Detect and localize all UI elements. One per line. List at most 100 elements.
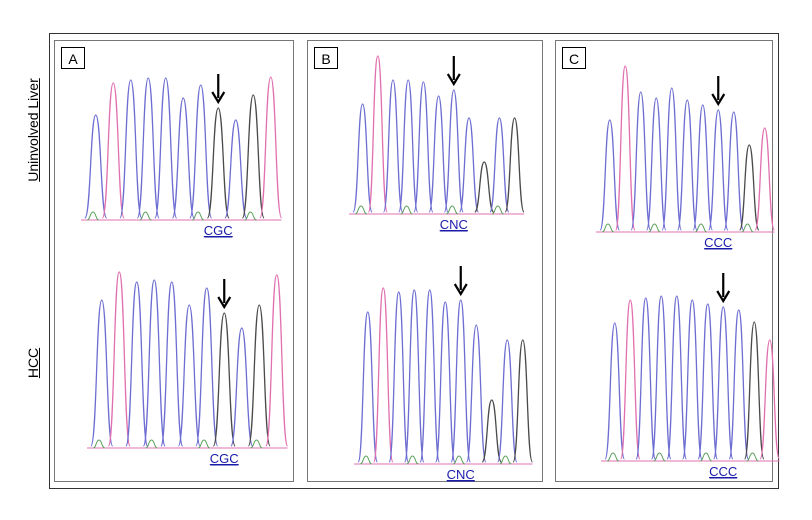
trace-b-bottom-noise-3 [406,455,419,465]
panel-label-c: C [562,47,586,69]
trace-c-bottom-peak-5 [682,299,703,460]
trace-c-top-peak-9 [739,144,760,231]
trace-b-top-peak-4 [413,81,434,213]
trace-a-top-peak-7 [206,107,230,219]
trace-a-bottom-peak-2 [125,281,149,447]
trace-b-top-peak-5 [428,95,449,213]
trace-a-bottom-peak-1 [107,271,131,447]
trace-c-top-peak-10 [754,127,775,231]
trace-b-bottom-peak-0 [357,311,378,463]
trace-a-top-peak-5 [171,97,195,219]
trace-b-top-peak-7 [458,117,480,213]
trace-c-bottom-peak-0 [604,322,625,460]
trace-c-top-peak-1 [615,65,636,231]
trace-b-top-noise-6 [446,205,459,215]
trace-a-top-noise-9 [244,211,257,221]
trace-a-top-noise-3 [139,211,152,221]
panel-b: B [307,40,543,482]
trace-b-bottom-noise-0 [359,455,373,465]
trace-a-bottom-arrow-head [217,296,232,310]
trace-b-bottom-peak-4 [419,289,440,463]
trace-c-bottom-peak-9 [744,321,765,460]
trace-c-bottom-arrow-head [716,290,731,304]
trace-c-bottom-peak-10 [759,339,780,460]
trace-a-bottom-peak-5 [177,304,201,447]
trace-b-bottom-codon-label: CNC [447,467,475,482]
trace-b-bottom-peak-7 [466,324,487,463]
trace-c-top-noise-0 [601,223,615,233]
trace-b-top-peak-3 [398,79,419,213]
trace-a-bottom-peak-4 [160,281,184,447]
trace-b-top-peak-6 [443,89,464,213]
trace-c-bottom-codon-label: CCC [709,464,737,479]
trace-b-top-noise-0 [354,205,368,215]
trace-a-top-peak-2 [119,79,143,219]
trace-b-bottom-peak-5 [435,301,456,463]
trace-c-bottom-peak-7 [713,306,734,460]
trace-c-bottom-peak-2 [635,297,656,460]
trace-b-bottom-noise-6 [452,455,466,465]
trace-c-top-peak-4 [661,87,682,231]
trace-a-bottom-peak-3 [142,279,166,447]
trace-c-bottom-peak-3 [651,295,672,460]
trace-c-top-peak-3 [646,97,667,231]
trace-a-top-peak-4 [154,77,178,219]
trace-c-top-noise-3 [648,223,661,233]
trace-c-bottom-noise-0 [606,452,620,462]
trace-c-top-noise-6 [694,223,708,233]
trace-a-top-peak-1 [101,82,125,219]
trace-b-top-arrow-head [446,73,461,87]
trace-b-bottom-peak-1 [373,287,394,463]
trace-c-top-noise-9 [741,223,754,233]
trace-a-bottom-noise-0 [92,439,106,449]
trace-b-top-peak-9 [489,117,510,213]
trace-c-bottom-noise-9 [746,452,759,462]
trace-c-bottom-peak-4 [666,295,687,460]
panel-c: C [555,40,773,482]
trace-a-bottom-peak-8 [230,327,254,447]
trace-a-bottom-peak-0 [90,299,114,447]
trace-b-bottom-peak-9 [497,339,518,463]
trace-c-top-peak-5 [677,99,698,231]
trace-c-top-arrow-head [711,93,726,107]
trace-c-bottom-peak-6 [697,303,718,460]
trace-a-top-peak-9 [241,94,265,219]
trace-a-bottom-noise-6 [197,439,211,449]
trace-b-top-noise-9 [491,205,504,215]
trace-c-bottom-peak-1 [620,299,641,460]
trace-a-top-noise-6 [191,211,205,221]
figure-frame [49,33,779,489]
trace-a-bottom-peak-10 [265,274,289,447]
trace-a-top-peak-10 [259,76,283,219]
trace-b-bottom-noise-9 [499,455,512,465]
trace-a-top-peak-6 [189,84,213,219]
trace-c-top-peak-6 [692,104,713,231]
trace-a-bottom-codon-label: CGC [210,451,239,466]
panel-label-a: A [61,47,85,69]
trace-b-top-peak-10 [504,117,525,213]
trace-a-bottom-peak-9 [247,304,271,447]
trace-a-bottom-noise-3 [145,439,158,449]
trace-c-top-peak-0 [599,119,620,231]
trace-c-top-peak-2 [630,91,651,231]
trace-b-bottom-peak-2 [388,291,409,463]
trace-a-top-codon-label: CGC [204,223,233,238]
trace-a-bottom-peak-7 [212,312,236,447]
trace-c-bottom-noise-6 [699,452,713,462]
trace-c-top-peak-7 [708,109,729,231]
trace-a-top-peak-3 [136,77,160,219]
trace-b-top-peak-0 [352,103,373,213]
trace-b-top-codon-label: CNC [440,217,468,232]
panel-a: A [54,40,294,482]
trace-b-top-peak-2 [382,79,404,213]
trace-a-top-arrow-head [211,91,226,105]
trace-b-bottom-peak-3 [404,289,425,463]
trace-b-bottom-peak-6 [450,299,471,463]
trace-a-bottom-noise-9 [250,439,263,449]
trace-c-bottom-peak-8 [728,309,749,460]
trace-b-top-noise-3 [400,205,413,215]
trace-b-bottom-arrow-head [453,283,468,297]
trace-b-bottom-peak-8 [481,399,502,463]
